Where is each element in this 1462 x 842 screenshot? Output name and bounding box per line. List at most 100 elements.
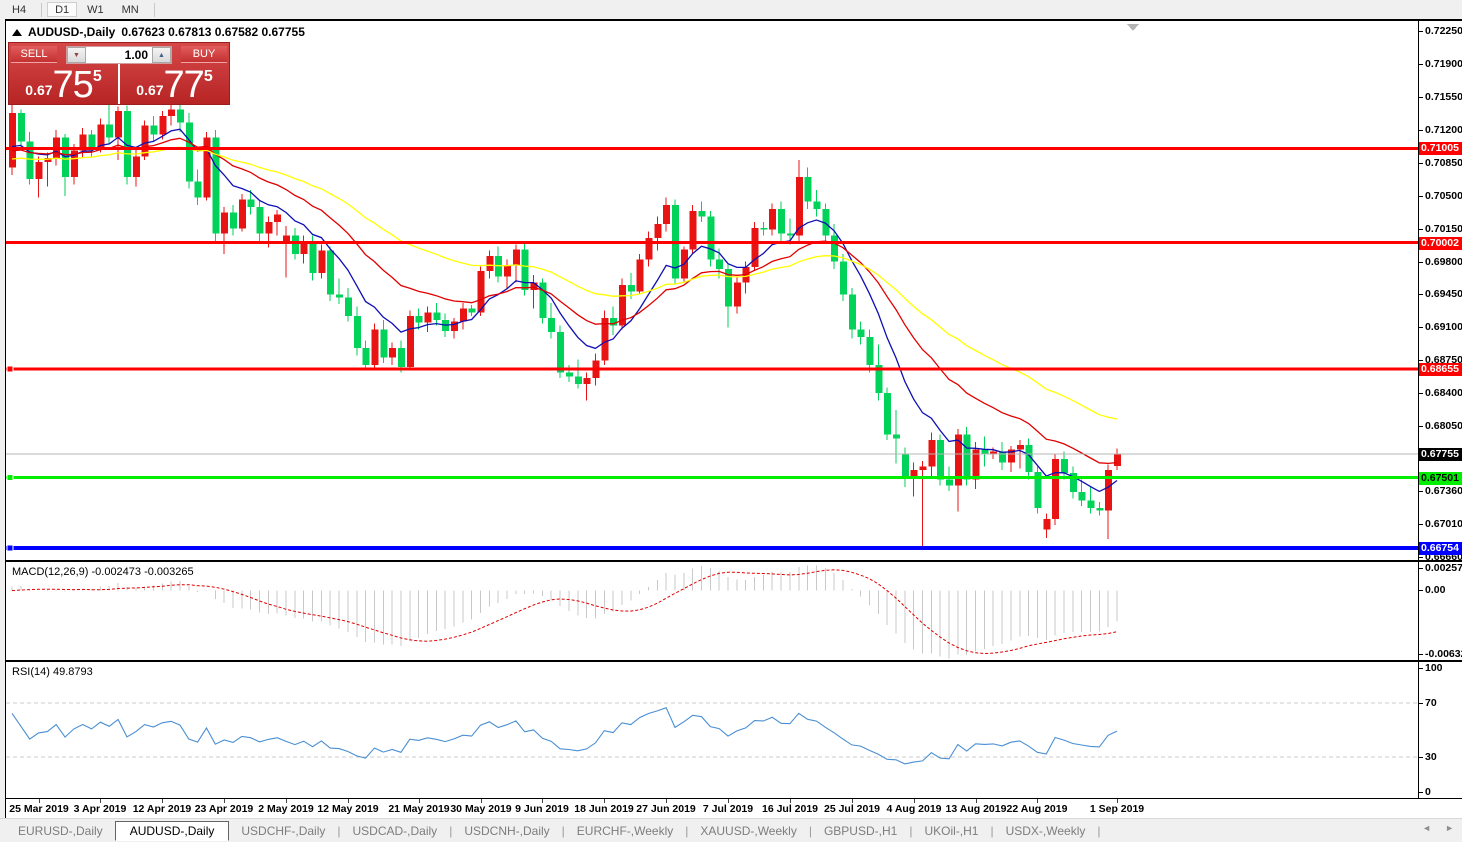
volume-input[interactable] [86, 46, 152, 63]
date-tick-mark [481, 799, 482, 803]
candle [1034, 466, 1042, 514]
chart-tab-usdcad-daily[interactable]: USDCAD-,Daily [352, 823, 438, 838]
chart-shift-marker-icon[interactable] [1127, 24, 1139, 31]
candle [185, 113, 193, 189]
rsi-indicator-panel[interactable] [6, 662, 1418, 798]
candle [9, 104, 16, 176]
buy-price-display[interactable]: 0.67 77 5 [120, 64, 229, 104]
date-tick-mark [1037, 799, 1038, 803]
candle [35, 156, 43, 198]
candle [839, 254, 847, 302]
date-tick-mark [286, 799, 287, 803]
rsi-canvas[interactable] [6, 662, 1418, 798]
axis-tick-mark [1419, 163, 1423, 164]
price-scale-border [1418, 21, 1419, 798]
candle [318, 244, 326, 279]
candlestick-canvas[interactable] [6, 21, 1418, 560]
chart-tab-audusd-daily[interactable]: AUDUSD-,Daily [114, 820, 230, 841]
buy-price-pip-digit: 5 [203, 68, 213, 85]
timeframe-button-w1[interactable]: W1 [87, 4, 104, 16]
timeframe-button-h4[interactable]: H4 [12, 4, 27, 16]
axis-tick-mark [1419, 703, 1423, 704]
candle [344, 287, 352, 322]
date-tick-mark [976, 799, 977, 803]
tab-scroll-left-button[interactable]: ◄ [1422, 823, 1432, 833]
volume-increase-button[interactable]: ▲ [152, 46, 171, 63]
chart-tab-usdx-weekly[interactable]: USDX-,Weekly [1005, 823, 1086, 838]
chart-tab-usdchf-daily[interactable]: USDCHF-,Daily [241, 823, 326, 838]
candle [698, 201, 706, 223]
volume-stepper: ▼ ▲ [66, 45, 172, 64]
line-anchor-marker[interactable] [6, 544, 14, 552]
chart-tab-ukoil-h1[interactable]: UKOil-,H1 [924, 823, 979, 838]
chart-tab-usdcnh-daily[interactable]: USDCNH-,Daily [464, 823, 550, 838]
macd-indicator-panel[interactable] [6, 562, 1418, 660]
candle [230, 205, 237, 236]
panel-separator[interactable] [5, 660, 1462, 662]
chart-tab-eurchf-weekly[interactable]: EURCHF-,Weekly [576, 823, 674, 838]
candle [910, 462, 918, 497]
date-axis-label: 7 Jul 2019 [702, 803, 754, 815]
axis-tick-label: 0.68400 [1425, 387, 1462, 399]
ma-line-slow [11, 146, 1118, 420]
axis-tick-label: 0 [1425, 786, 1431, 798]
ma-line-medium [11, 137, 1118, 465]
collapse-arrow-icon[interactable] [12, 28, 22, 36]
one-click-trading-panel: SELL ▼ ▲ BUY 0.67 75 5 0.67 77 5 [8, 42, 230, 105]
date-axis-label: 25 Jul 2019 [823, 803, 881, 815]
candle [521, 243, 529, 296]
candle [1060, 451, 1068, 480]
axis-tick-mark [1419, 229, 1423, 230]
axis-tick-label: -0.006326 [1425, 648, 1462, 660]
macd-scale[interactable]: 0.002574 0.00 -0.006326 [1419, 562, 1462, 660]
candle [353, 306, 361, 356]
axis-tick-mark [1419, 393, 1423, 394]
date-tick-mark [728, 799, 729, 803]
volume-decrease-button[interactable]: ▼ [67, 46, 86, 63]
sell-button[interactable]: SELL [11, 46, 57, 63]
candle [389, 342, 397, 365]
candle [689, 205, 697, 255]
chart-tab-bar: EURUSD-,Daily AUDUSD-,Daily USDCHF-,Daily |… [0, 818, 1462, 842]
sell-price-display[interactable]: 0.67 75 5 [9, 64, 118, 104]
rsi-scale[interactable]: 100 70 30 0 [1419, 662, 1462, 798]
price-scale[interactable]: 0.72250 0.71900 0.71550 0.71200 0.70850 0.705… [1419, 21, 1462, 563]
line-anchor-marker[interactable] [6, 365, 14, 373]
chart-tab-xauusd-weekly[interactable]: XAUUSD-,Weekly [700, 823, 797, 838]
candle [451, 317, 458, 339]
buy-button[interactable]: BUY [181, 46, 227, 63]
axis-tick-label: 0.70150 [1425, 223, 1462, 235]
candle [813, 190, 821, 217]
macd-values: -0.002473 -0.003265 [91, 566, 194, 578]
axis-tick-mark [1419, 262, 1423, 263]
date-axis-label: 21 May 2019 [388, 803, 450, 815]
candle [954, 428, 962, 512]
timeframe-button-mn[interactable]: MN [121, 4, 139, 16]
line-anchor-marker[interactable] [6, 474, 14, 482]
candle [539, 278, 547, 324]
candle [194, 169, 202, 206]
candle [848, 287, 856, 339]
date-axis-label: 3 Apr 2019 [73, 803, 127, 815]
tab-scroll-right-button[interactable]: ► [1445, 823, 1454, 833]
chart-tab-gbpusd-h1[interactable]: GBPUSD-,H1 [823, 823, 898, 838]
panel-separator[interactable] [5, 560, 1462, 562]
date-axis-label: 22 Aug 2019 [1006, 803, 1068, 815]
rsi-label: RSI(14) 49.8793 [12, 666, 93, 678]
axis-tick-mark [1419, 590, 1423, 591]
axis-tick-mark [1419, 31, 1423, 32]
date-axis-label: 9 Jun 2019 [515, 803, 569, 815]
candle [963, 427, 971, 486]
date-axis[interactable]: 25 Mar 2019 3 Apr 2019 12 Apr 2019 23 Apr 2… [6, 799, 1462, 818]
main-chart[interactable] [6, 21, 1418, 560]
candle [221, 207, 229, 255]
candle [106, 103, 114, 145]
chart-tab-eurusd-daily[interactable]: EURUSD-,Daily [18, 823, 103, 838]
axis-tick-label: 0.71900 [1425, 58, 1462, 70]
line-price-flag: 0.71005 [1419, 142, 1462, 155]
macd-canvas[interactable] [6, 562, 1418, 660]
date-axis-label: 16 Jul 2019 [761, 803, 819, 815]
timeframe-button-d1[interactable]: D1 [47, 2, 78, 17]
candle [274, 209, 282, 236]
axis-tick-mark [1419, 327, 1423, 328]
